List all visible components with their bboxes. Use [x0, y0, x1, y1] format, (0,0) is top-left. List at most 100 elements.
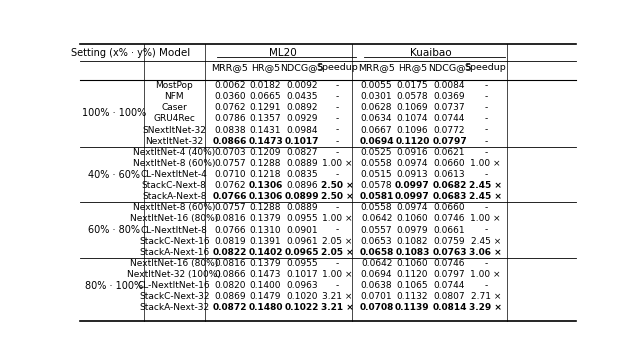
Text: 0.1069: 0.1069 [397, 103, 428, 112]
Text: NextItNet-4 (40%): NextItNet-4 (40%) [133, 148, 216, 157]
Text: 2.05 ×: 2.05 × [321, 248, 353, 257]
Text: 0.1120: 0.1120 [395, 137, 429, 146]
Text: 0.0665: 0.0665 [250, 92, 282, 101]
Text: 0.0737: 0.0737 [434, 103, 465, 112]
Text: 0.0301: 0.0301 [361, 92, 392, 101]
Text: CL-NextItNet-4: CL-NextItNet-4 [141, 170, 207, 179]
Text: 1.00 ×: 1.00 × [322, 214, 352, 223]
Text: CL-NextItNet-16: CL-NextItNet-16 [138, 281, 211, 290]
Text: Kuaibao: Kuaibao [410, 48, 452, 58]
Text: Speedup: Speedup [465, 63, 507, 72]
Text: 0.0816: 0.0816 [214, 214, 246, 223]
Text: 0.0762: 0.0762 [214, 103, 246, 112]
Text: 0.1082: 0.1082 [397, 237, 428, 246]
Text: 0.0660: 0.0660 [434, 159, 465, 168]
Text: 0.0997: 0.0997 [395, 192, 429, 201]
Text: 1.00 ×: 1.00 × [470, 214, 501, 223]
Text: 0.0889: 0.0889 [286, 159, 317, 168]
Text: 100% · 100%: 100% · 100% [82, 108, 146, 118]
Text: 0.1060: 0.1060 [397, 214, 428, 223]
Text: 0.0797: 0.0797 [432, 137, 467, 146]
Text: 0.0869: 0.0869 [214, 292, 246, 301]
Text: Setting (x% · y%): Setting (x% · y%) [71, 48, 156, 58]
Text: 80% · 100%: 80% · 100% [84, 281, 143, 291]
Text: StackC-Next-8: StackC-Next-8 [142, 181, 207, 190]
Text: 0.1083: 0.1083 [395, 248, 429, 257]
Text: NextItNet-32 (100%): NextItNet-32 (100%) [127, 270, 221, 279]
Text: MRR@5: MRR@5 [358, 63, 395, 72]
Text: 0.0866: 0.0866 [212, 137, 247, 146]
Text: 0.1473: 0.1473 [250, 270, 281, 279]
Text: 0.0974: 0.0974 [397, 203, 428, 212]
Text: 0.0819: 0.0819 [214, 237, 246, 246]
Text: 0.0997: 0.0997 [395, 181, 429, 190]
Text: 0.1288: 0.1288 [250, 159, 281, 168]
Text: 0.0866: 0.0866 [214, 270, 246, 279]
Text: 0.0694: 0.0694 [361, 270, 392, 279]
Text: 2.50 ×: 2.50 × [321, 181, 353, 190]
Text: -: - [484, 226, 487, 235]
Text: 0.1017: 0.1017 [284, 137, 319, 146]
Text: -: - [484, 281, 487, 290]
Text: 0.0642: 0.0642 [361, 214, 392, 223]
Text: 0.0525: 0.0525 [361, 148, 392, 157]
Text: 0.0929: 0.0929 [286, 114, 317, 123]
Text: 0.1310: 0.1310 [250, 226, 282, 235]
Text: 0.1357: 0.1357 [250, 114, 282, 123]
Text: 0.1120: 0.1120 [397, 270, 428, 279]
Text: 0.1402: 0.1402 [248, 248, 283, 257]
Text: 0.0062: 0.0062 [214, 81, 246, 90]
Text: 1.00 ×: 1.00 × [322, 270, 352, 279]
Text: 0.0763: 0.0763 [432, 248, 467, 257]
Text: -: - [484, 114, 487, 123]
Text: Caser: Caser [161, 103, 187, 112]
Text: 0.0703: 0.0703 [214, 148, 246, 157]
Text: 0.0872: 0.0872 [212, 304, 247, 313]
Text: 0.1060: 0.1060 [397, 259, 428, 268]
Text: 0.0667: 0.0667 [361, 126, 392, 135]
Text: -: - [484, 259, 487, 268]
Text: 0.1022: 0.1022 [285, 304, 319, 313]
Text: StackC-Next-32: StackC-Next-32 [139, 292, 209, 301]
Text: 0.0889: 0.0889 [286, 203, 317, 212]
Text: 0.0515: 0.0515 [361, 170, 392, 179]
Text: 0.0369: 0.0369 [434, 92, 465, 101]
Text: NDCG@5: NDCG@5 [428, 63, 471, 72]
Text: 0.0965: 0.0965 [284, 248, 319, 257]
Text: 3.21 ×: 3.21 × [322, 292, 352, 301]
Text: 0.1288: 0.1288 [250, 203, 281, 212]
Text: -: - [484, 170, 487, 179]
Text: 0.0901: 0.0901 [286, 226, 317, 235]
Text: 0.0055: 0.0055 [361, 81, 392, 90]
Text: 0.0762: 0.0762 [214, 181, 246, 190]
Text: 0.0797: 0.0797 [434, 270, 465, 279]
Text: 2.45 ×: 2.45 × [470, 237, 501, 246]
Text: 0.1400: 0.1400 [250, 281, 281, 290]
Text: 0.0984: 0.0984 [286, 126, 317, 135]
Text: -: - [484, 203, 487, 212]
Text: 0.0578: 0.0578 [361, 181, 392, 190]
Text: -: - [484, 92, 487, 101]
Text: 0.0661: 0.0661 [434, 226, 465, 235]
Text: NextItNet-16 (80%): NextItNet-16 (80%) [130, 214, 218, 223]
Text: 0.0814: 0.0814 [432, 304, 467, 313]
Text: 0.0175: 0.0175 [397, 81, 428, 90]
Text: 0.1096: 0.1096 [397, 126, 428, 135]
Text: 0.0360: 0.0360 [214, 92, 246, 101]
Text: 0.0634: 0.0634 [361, 114, 392, 123]
Text: 0.1431: 0.1431 [250, 126, 281, 135]
Text: 0.0701: 0.0701 [361, 292, 392, 301]
Text: -: - [335, 137, 339, 146]
Text: 0.0899: 0.0899 [284, 192, 319, 201]
Text: 0.0557: 0.0557 [361, 226, 392, 235]
Text: 0.0182: 0.0182 [250, 81, 281, 90]
Text: 3.21 ×: 3.21 × [321, 304, 353, 313]
Text: 0.1379: 0.1379 [250, 259, 282, 268]
Text: 60% · 80%: 60% · 80% [88, 225, 140, 235]
Text: MRR@5: MRR@5 [211, 63, 248, 72]
Text: 0.0638: 0.0638 [361, 281, 392, 290]
Text: 0.0682: 0.0682 [433, 181, 467, 190]
Text: NFM: NFM [164, 92, 184, 101]
Text: 0.1020: 0.1020 [286, 292, 317, 301]
Text: 0.1139: 0.1139 [395, 304, 429, 313]
